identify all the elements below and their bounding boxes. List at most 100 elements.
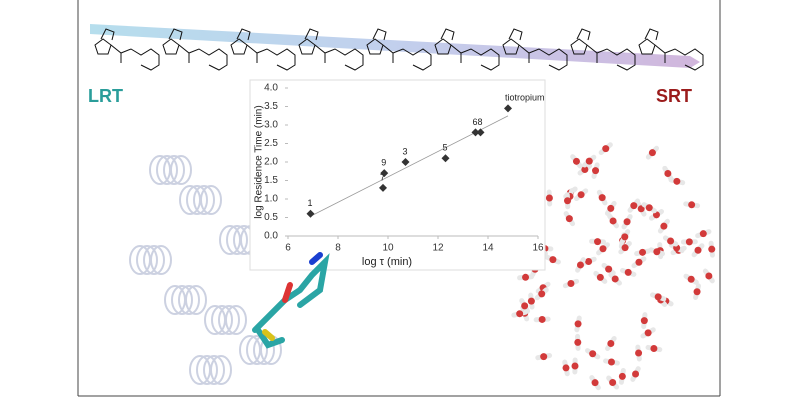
molecule-sketch (434, 28, 500, 71)
molecule-sketch (298, 28, 364, 71)
helix-turn (178, 285, 200, 315)
helix-turn (185, 285, 207, 315)
water-oxygen (632, 370, 640, 378)
water-oxygen (594, 238, 602, 246)
y-tick-label: 1.0 (264, 194, 278, 205)
data-point (471, 128, 480, 137)
water-oxygen (708, 245, 716, 253)
water-oxygen (602, 145, 610, 153)
point-label: 8 (478, 117, 483, 127)
water-oxygen (574, 338, 582, 346)
water-oxygen (673, 177, 681, 185)
helix-turn (203, 355, 225, 385)
helix-turn (225, 305, 247, 335)
data-point (504, 104, 512, 113)
y-tick-label: 1.5 (264, 175, 278, 186)
water-oxygen (645, 204, 653, 212)
data-point (441, 154, 450, 163)
water-oxygen (688, 201, 696, 209)
water-oxygen (621, 233, 629, 241)
water-oxygen (667, 237, 675, 245)
lrt-label: LRT (88, 86, 123, 106)
water-oxygen (618, 372, 626, 380)
water-oxygen (607, 358, 615, 366)
data-point (379, 183, 387, 192)
water-oxygen (609, 379, 617, 387)
water-oxygen (654, 293, 662, 301)
water-oxygen (596, 273, 604, 281)
water-oxygen (589, 350, 597, 358)
helix-turn (196, 355, 218, 385)
helix-turn (150, 245, 172, 275)
water-oxygen (644, 329, 652, 337)
ligand (252, 252, 330, 349)
water-oxygen (574, 320, 582, 328)
point-label: 7 (380, 172, 385, 182)
x-tick-label: 10 (382, 243, 394, 254)
water-oxygen (650, 345, 658, 353)
water-oxygen (585, 257, 593, 265)
water-oxygen (581, 165, 589, 173)
x-tick-label: 14 (482, 243, 494, 254)
water-oxygen (577, 191, 585, 199)
point-label: 3 (403, 146, 408, 156)
data-point (380, 169, 389, 178)
y-tick-label: 2.5 (264, 138, 278, 149)
water-oxygen (607, 204, 615, 212)
water-oxygen (599, 245, 607, 253)
molecule-sketch (638, 28, 704, 71)
water-oxygen (522, 273, 530, 281)
helix-turn (170, 155, 192, 185)
water-oxygen (598, 194, 606, 202)
y-tick-label: 4.0 (264, 83, 278, 94)
x-tick-label: 12 (432, 243, 444, 254)
helix-turn (163, 155, 185, 185)
helix-turn (156, 155, 178, 185)
water-oxygen (640, 317, 648, 325)
helix-turn (210, 355, 232, 385)
point-label: 6 (473, 117, 478, 127)
water-oxygen (685, 238, 693, 246)
helix-turn (136, 245, 158, 275)
water-oxygen (653, 248, 661, 256)
helix-turn (171, 285, 193, 315)
water-oxygen (607, 340, 615, 348)
water-oxygen (549, 256, 557, 264)
data-point (401, 158, 410, 166)
point-label: 1 (308, 198, 313, 208)
x-tick-label: 8 (335, 243, 341, 254)
water-oxygen (621, 244, 629, 252)
water-oxygen (630, 202, 638, 210)
helix-turn (211, 305, 233, 335)
water-oxygen (591, 379, 599, 387)
water-oxygen (571, 362, 579, 370)
water-oxygen (565, 215, 573, 223)
molecule-row (94, 28, 704, 71)
y-axis-label: log Residence Time (min) (254, 105, 265, 218)
molecule-sketch (230, 28, 296, 71)
water-oxygen (545, 194, 553, 202)
water-oxygen (567, 280, 575, 288)
y-tick-label: 3.5 (264, 101, 278, 112)
chart-panel (249, 79, 546, 271)
srt-label: SRT (656, 86, 692, 106)
water-oxygen (687, 275, 695, 283)
data-point (306, 209, 315, 218)
y-tick-label: 0.5 (264, 212, 278, 223)
water-oxygen (585, 157, 593, 165)
y-tick-label: 0.0 (264, 231, 278, 242)
helix-turn (193, 185, 215, 215)
helix-turn (226, 225, 248, 255)
helix-turn (143, 245, 165, 275)
water-oxygen (592, 167, 600, 175)
water-oxygen (572, 157, 580, 165)
water-oxygen (635, 349, 643, 357)
point-label: 9 (381, 157, 386, 167)
y-tick-label: 2.0 (264, 157, 278, 168)
water-oxygen (562, 364, 570, 372)
water-oxygen (527, 297, 535, 305)
water-oxygen (538, 290, 546, 298)
water-oxygen (705, 272, 713, 280)
